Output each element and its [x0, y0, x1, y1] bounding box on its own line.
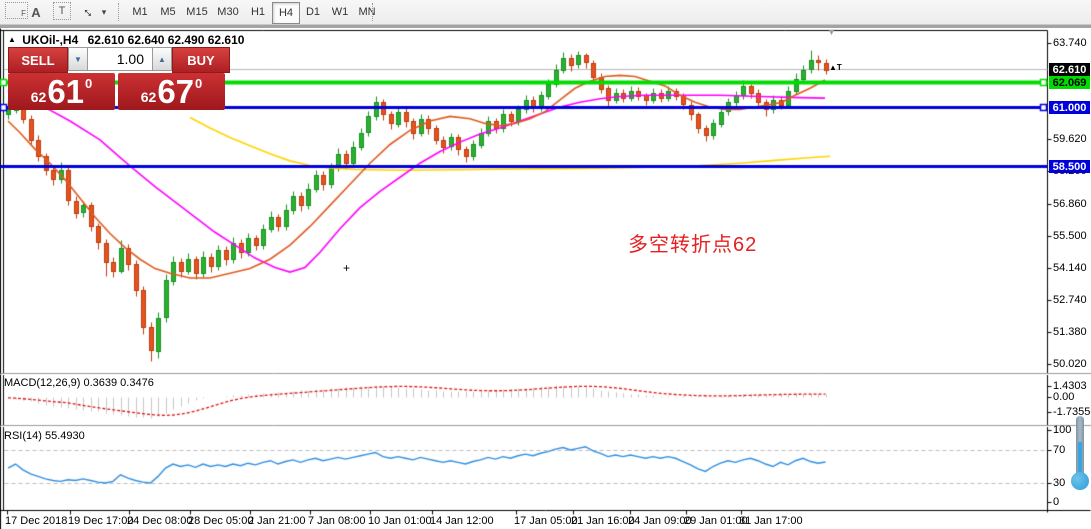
date-axis-label[interactable]: 24 Dec 08:00: [127, 515, 193, 527]
trade-arrow-marker-icon: ▲T: [829, 63, 842, 72]
toolbar-bottom-band: [0, 25, 1091, 28]
volume-input[interactable]: 1.00: [88, 47, 152, 71]
chart-shift-marker-icon: ▼: [827, 27, 836, 37]
price-axis-label: 51.380: [1053, 326, 1087, 338]
price-axis-label: 63.740: [1053, 37, 1087, 49]
date-axis-label[interactable]: 10 Jan 01:00: [368, 515, 432, 527]
price-axis-label: 59.620: [1053, 133, 1087, 145]
date-axis-label[interactable]: 21 Jan 16:00: [571, 515, 635, 527]
price-marker-62.069: 62.069: [1049, 76, 1090, 89]
timeframe-button-w1[interactable]: W1: [331, 6, 349, 18]
date-axis-label[interactable]: 28 Dec 05:00: [188, 515, 254, 527]
price-marker-61.000: 61.000: [1049, 101, 1090, 114]
buy-button[interactable]: BUY: [172, 47, 230, 73]
ohlc-values: 62.610 62.640 62.490 62.610: [87, 33, 245, 47]
text-tool-icon[interactable]: T: [53, 2, 71, 20]
date-axis-label[interactable]: 7 Jan 08:00: [308, 515, 366, 527]
bid-big-digits: 61: [47, 73, 85, 110]
price-marker-62.610: 62.610: [1049, 63, 1090, 76]
toolbar-separator: [118, 3, 119, 21]
volume-increase-button[interactable]: ▲: [152, 47, 172, 71]
price-marker-58.500: 58.500: [1049, 160, 1090, 173]
date-axis-label[interactable]: 2 Jan 21:00: [248, 515, 306, 527]
bid-pip-digit: 0: [85, 76, 93, 91]
date-axis-label[interactable]: 31 Jan 17:00: [739, 515, 803, 527]
rsi-axis-label: 70: [1053, 444, 1066, 456]
ask-big-digits: 67: [157, 73, 195, 110]
sell-button[interactable]: SELL: [8, 47, 68, 73]
timeframe-button-mn[interactable]: MN: [358, 6, 376, 18]
ask-pip-digit: 0: [195, 76, 203, 91]
price-axis-label: 54.140: [1053, 262, 1087, 274]
timeframe-button-m1[interactable]: M1: [132, 6, 148, 18]
timeframe-button-m30[interactable]: M30: [217, 6, 239, 18]
volume-decrease-button[interactable]: ▼: [68, 47, 88, 71]
date-axis-label[interactable]: 14 Jan 12:00: [430, 515, 494, 527]
rsi-axis-label: 30: [1053, 477, 1066, 489]
price-axis-label: 50.020: [1053, 358, 1087, 370]
quote-boxes: 62 61 0 62 67 0: [8, 73, 225, 110]
rsi-axis-label: 0: [1053, 496, 1060, 508]
ask-prefix: 62: [140, 89, 157, 105]
price-axis-label: 56.860: [1053, 198, 1087, 210]
collapse-arrow-icon[interactable]: ▲: [8, 35, 16, 44]
date-axis-label[interactable]: 17 Jan 05:00: [514, 515, 578, 527]
arrows-dropdown-icon[interactable]: ▾: [101, 6, 107, 17]
timeframe-button-d1[interactable]: D1: [305, 6, 321, 18]
toolbar: F A T ↕ ▾ M1 M5 M15 M30 H1 H4 D1 W1 MN: [0, 0, 1091, 25]
price-axis-label: 55.500: [1053, 230, 1087, 242]
one-click-trade-panel: SELL ▼ 1.00 ▲ BUY: [8, 47, 230, 73]
timeframe-button-m15[interactable]: M15: [186, 6, 208, 18]
bid-quote-box[interactable]: 62 61 0: [8, 73, 115, 110]
fibo-grid-icon[interactable]: F: [5, 2, 28, 19]
macd-indicator-label: MACD(12,26,9) 0.3639 0.3476: [4, 377, 154, 389]
text-label-icon[interactable]: A: [31, 4, 41, 20]
rsi-indicator-label: RSI(14) 55.4930: [4, 430, 85, 442]
price-axis-label: 52.740: [1053, 294, 1087, 306]
chart-title: ▲ UKOil-,H4 62.610 62.640 62.490 62.610: [8, 33, 244, 47]
macd-axis-label: 1.4303: [1053, 380, 1087, 392]
macd-axis-label: 0.00: [1053, 391, 1075, 403]
ask-quote-box[interactable]: 62 67 0: [118, 73, 225, 110]
date-axis-label[interactable]: 19 Dec 17:00: [68, 515, 134, 527]
timeframe-button-h1[interactable]: H1: [250, 6, 266, 18]
toolbar-separator: [372, 3, 373, 21]
bid-prefix: 62: [30, 89, 47, 105]
date-axis-label[interactable]: 29 Jan 01:00: [684, 515, 748, 527]
thermometer-icon: [1071, 416, 1089, 494]
crosshair-cursor: +: [343, 261, 351, 275]
timeframe-button-m5[interactable]: M5: [160, 6, 176, 18]
date-axis-label[interactable]: 24 Jan 09:00: [628, 515, 692, 527]
rsi-axis-label: 100: [1053, 424, 1072, 436]
arrows-icon[interactable]: ↕: [78, 3, 96, 21]
macd-axis-label: -1.7355: [1053, 406, 1091, 418]
timeframe-button-h4[interactable]: H4: [272, 2, 300, 24]
chart-annotation-text[interactable]: 多空转折点62: [628, 234, 758, 256]
symbol-period-label: UKOil-,H4: [22, 33, 79, 47]
date-axis-label[interactable]: 17 Dec 2018: [5, 515, 68, 527]
